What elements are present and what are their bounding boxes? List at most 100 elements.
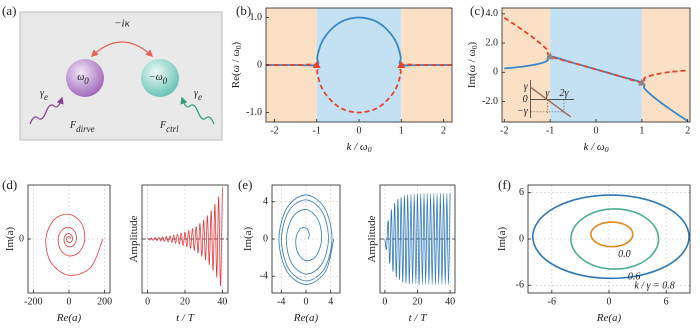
y-tick-label: 0 (257, 59, 262, 70)
plot-area (528, 185, 690, 293)
x-tick-label: 1 (639, 125, 644, 136)
x-tick-label: -4 (277, 296, 285, 307)
panel-label: (d) (2, 177, 17, 192)
y-tick-label: 4 (263, 196, 268, 207)
y-tick-label: 0 (263, 233, 268, 244)
axes-frame (265, 7, 453, 123)
x-tick-label: 20 (180, 296, 190, 307)
x-tick-label: 40 (217, 296, 227, 307)
ellipse-orbit (590, 221, 634, 248)
text-part: 0 (470, 45, 479, 49)
x-axis-label: Re(a) (56, 312, 82, 324)
text-part: Amplitude (128, 215, 140, 262)
text-part: −ω (149, 72, 163, 83)
x-tick-label: -2 (270, 125, 278, 136)
text-part: 0 (368, 145, 372, 154)
x-axis-label: t / T (409, 312, 428, 324)
shaded-region (550, 8, 642, 122)
x-axis-label: Re(a) (293, 312, 319, 324)
axes-frame (501, 7, 691, 123)
series-line (504, 55, 689, 122)
series-label: k / γ = 0.8 (634, 281, 674, 292)
exceptional-point (397, 61, 406, 68)
drive-arrow (29, 96, 64, 125)
text-part: Im(a) (4, 226, 16, 251)
exceptional-point (637, 78, 646, 86)
x-tick-label: 6 (664, 296, 669, 307)
panel-label: (e) (238, 177, 252, 192)
x-axis-label: Re(a) (596, 312, 622, 324)
x-tick-label: 20 (413, 296, 423, 307)
ellipse-orbit (531, 194, 690, 280)
y-axis-label: Im(a) (4, 226, 16, 251)
text-part: t / T (176, 312, 195, 324)
axes-frame (27, 184, 111, 294)
text-part: F (69, 120, 77, 131)
series-line (278, 194, 335, 285)
diagram: −iκ ω0 −ω0 γe γe Fdirve Fctrl (19, 11, 223, 141)
x-tick-label: 0 (382, 296, 387, 307)
x-tick-label: 200 (97, 296, 112, 307)
x-tick-label: 2 (441, 125, 446, 136)
y-axis-label: Amplitude (128, 215, 140, 262)
x-tick-label: -1 (546, 125, 554, 136)
y-axis-label: Amplitude (366, 215, 378, 262)
y-tick-label: 1.0 (250, 12, 263, 23)
coupling-label: −iκ (114, 18, 130, 30)
ellipse-orbit (570, 208, 660, 270)
plot-area (502, 8, 690, 122)
series-label: 0.0 (618, 249, 631, 260)
text-part: Im(ω / ω (466, 49, 478, 88)
x-tick-label: 0 (304, 296, 309, 307)
exceptional-point (546, 52, 555, 60)
text-part: Re(a) (56, 312, 82, 324)
mode-left (66, 59, 104, 97)
chart: -200 0 200 0 Re(a) Im(a) (4, 184, 112, 324)
series-line (266, 16, 452, 67)
y-axis-label: Re(ω / ω0) (230, 41, 243, 88)
panel-label: (a) (2, 3, 16, 18)
series-line (147, 187, 223, 287)
text-part: Re(a) (596, 312, 622, 324)
mode-right (141, 59, 179, 97)
text-part: ω (77, 72, 84, 83)
text-part: 0 (84, 76, 89, 86)
x-tick-label: 0 (145, 296, 150, 307)
inset-x-tick-label: γ (545, 88, 550, 99)
y-tick-label: 0 (493, 67, 498, 78)
control-label: Fctrl (159, 120, 179, 134)
chart: 0 20 40 t / T Amplitude (128, 184, 229, 324)
y-tick-label: -6 (516, 280, 524, 291)
y-axis-label: Im(a) (496, 226, 508, 251)
text-part: e (44, 92, 48, 102)
y-tick-label: -1.0 (246, 107, 262, 118)
x-axis-label: k / ω0 (583, 141, 608, 154)
x-axis-label: k / ω0 (346, 141, 371, 154)
diagram-box (19, 11, 223, 141)
text-part: Re(ω / ω (230, 49, 242, 88)
x-tick-label: 0 (594, 125, 599, 136)
chart: -4 0 4 -4 0 4 Re(a) Im(a) (242, 184, 341, 324)
series-line (384, 192, 451, 286)
x-tick-label: -200 (24, 296, 42, 307)
text-part: 0 (163, 76, 168, 86)
x-tick-label: 0 (357, 125, 362, 136)
axes-frame (379, 184, 456, 294)
exceptional-point (312, 61, 321, 68)
plot-area (266, 8, 452, 122)
plot-area (380, 185, 455, 293)
axes-frame (271, 184, 341, 294)
text-part: F (159, 120, 167, 131)
text-part: ) (466, 41, 478, 45)
text-part: dirve (76, 124, 95, 134)
control-arrow (180, 96, 215, 125)
text-part: ) (230, 41, 242, 45)
series-line (503, 17, 688, 84)
loss-left-label: γe (40, 88, 48, 102)
y-tick-label: 2.0 (486, 37, 499, 48)
mode-right-label: −ω0 (149, 72, 168, 86)
x-axis-label: t / T (176, 312, 195, 324)
